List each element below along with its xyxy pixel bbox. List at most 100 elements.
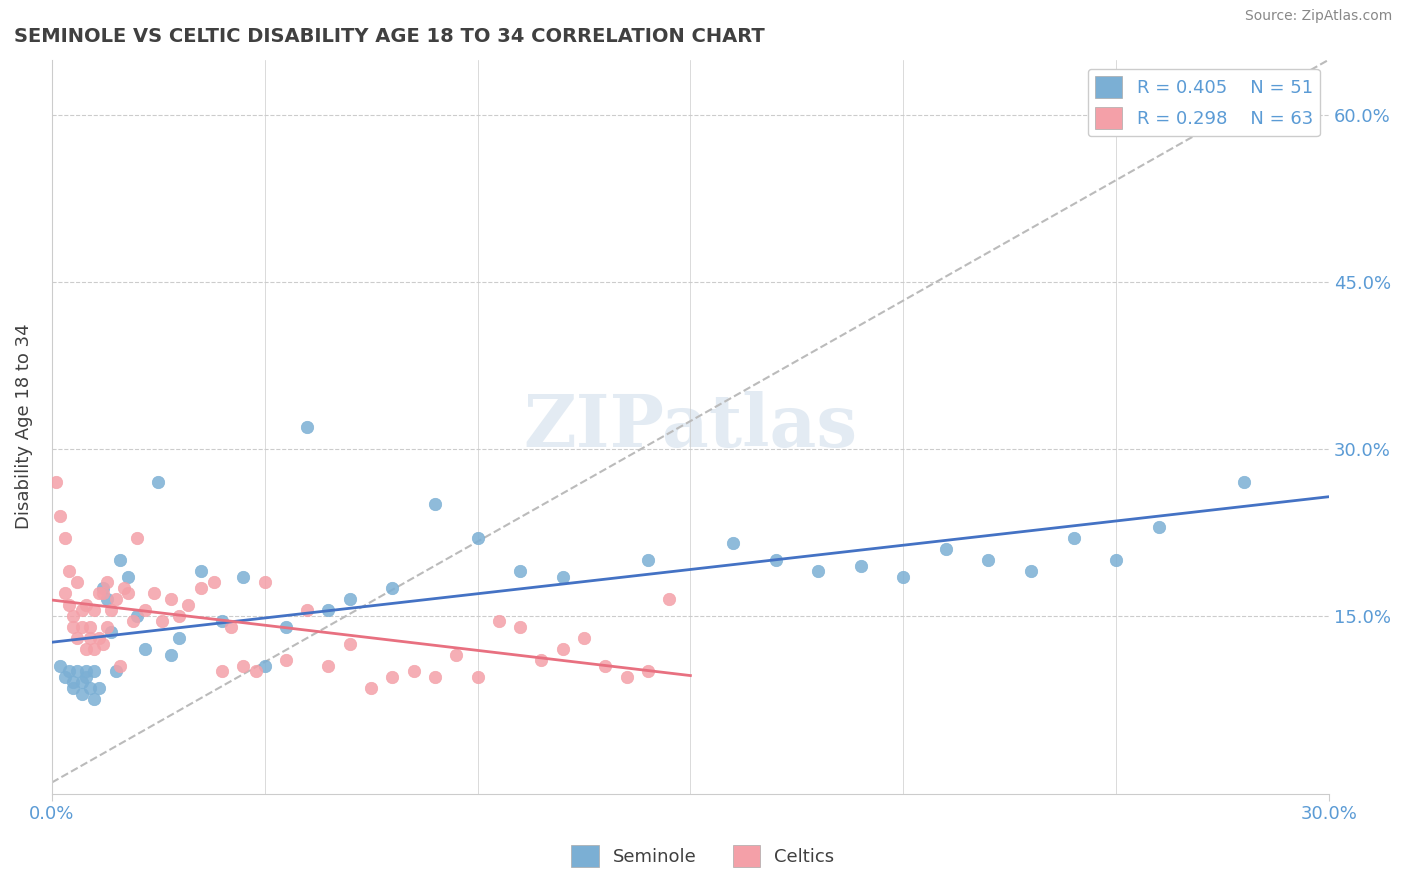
Point: [91, 636, 114, 650]
Point: [96, 592, 118, 607]
Point: [58, 564, 80, 578]
Point: [108, 553, 131, 567]
Legend: R = 0.405    N = 51, R = 0.298    N = 63: R = 0.405 N = 51, R = 0.298 N = 63: [1088, 69, 1320, 136]
Point: [66, 575, 89, 590]
Point: [79, 631, 101, 645]
Point: [121, 615, 143, 629]
Point: [339, 592, 361, 607]
Point: [75, 665, 97, 679]
Point: [765, 553, 787, 567]
Point: [58, 598, 80, 612]
Point: [96, 575, 118, 590]
Point: [1019, 564, 1042, 578]
Point: [66, 631, 89, 645]
Point: [637, 665, 659, 679]
Point: [125, 531, 148, 545]
Point: [423, 670, 446, 684]
Point: [402, 665, 425, 679]
Point: [79, 681, 101, 695]
Point: [75, 598, 97, 612]
Point: [658, 592, 681, 607]
Point: [253, 658, 276, 673]
Point: [219, 620, 242, 634]
Point: [381, 670, 404, 684]
Point: [91, 586, 114, 600]
Point: [572, 631, 595, 645]
Point: [62, 675, 84, 690]
Text: Source: ZipAtlas.com: Source: ZipAtlas.com: [1244, 9, 1392, 23]
Point: [83, 665, 105, 679]
Point: [169, 608, 191, 623]
Point: [211, 665, 233, 679]
Point: [423, 498, 446, 512]
Point: [169, 631, 191, 645]
Point: [245, 665, 267, 679]
Point: [360, 681, 382, 695]
Point: [1105, 553, 1128, 567]
Point: [100, 625, 122, 640]
Point: [637, 553, 659, 567]
Point: [87, 681, 110, 695]
Point: [467, 670, 489, 684]
Point: [49, 658, 72, 673]
Point: [62, 608, 84, 623]
Point: [211, 615, 233, 629]
Point: [1063, 531, 1085, 545]
Point: [467, 531, 489, 545]
Point: [142, 586, 165, 600]
Point: [381, 581, 404, 595]
Point: [112, 581, 135, 595]
Point: [977, 553, 1000, 567]
Point: [152, 615, 174, 629]
Point: [75, 642, 97, 657]
Point: [134, 603, 156, 617]
Point: [177, 598, 200, 612]
Point: [104, 592, 127, 607]
Point: [83, 692, 105, 706]
Point: [70, 675, 93, 690]
Point: [134, 642, 156, 657]
Point: [58, 665, 80, 679]
Point: [53, 586, 76, 600]
Point: [79, 620, 101, 634]
Legend: Seminole, Celtics: Seminole, Celtics: [564, 838, 842, 874]
Point: [125, 608, 148, 623]
Point: [551, 570, 574, 584]
Point: [148, 475, 170, 490]
Point: [70, 603, 93, 617]
Point: [318, 658, 340, 673]
Point: [62, 681, 84, 695]
Point: [891, 570, 914, 584]
Point: [96, 620, 118, 634]
Point: [160, 648, 183, 662]
Point: [83, 642, 105, 657]
Point: [232, 658, 254, 673]
Point: [100, 603, 122, 617]
Point: [295, 419, 318, 434]
Point: [339, 636, 361, 650]
Point: [274, 653, 297, 667]
Point: [509, 564, 531, 578]
Point: [295, 603, 318, 617]
Point: [104, 665, 127, 679]
Point: [190, 564, 212, 578]
Point: [202, 575, 225, 590]
Point: [232, 570, 254, 584]
Point: [87, 586, 110, 600]
Point: [53, 670, 76, 684]
Point: [117, 586, 139, 600]
Point: [62, 620, 84, 634]
Point: [274, 620, 297, 634]
Point: [509, 620, 531, 634]
Point: [87, 631, 110, 645]
Point: [190, 581, 212, 595]
Point: [108, 658, 131, 673]
Point: [551, 642, 574, 657]
Point: [117, 570, 139, 584]
Point: [160, 592, 183, 607]
Point: [66, 665, 89, 679]
Point: [444, 648, 467, 662]
Y-axis label: Disability Age 18 to 34: Disability Age 18 to 34: [15, 324, 32, 530]
Point: [593, 658, 616, 673]
Text: SEMINOLE VS CELTIC DISABILITY AGE 18 TO 34 CORRELATION CHART: SEMINOLE VS CELTIC DISABILITY AGE 18 TO …: [14, 27, 765, 45]
